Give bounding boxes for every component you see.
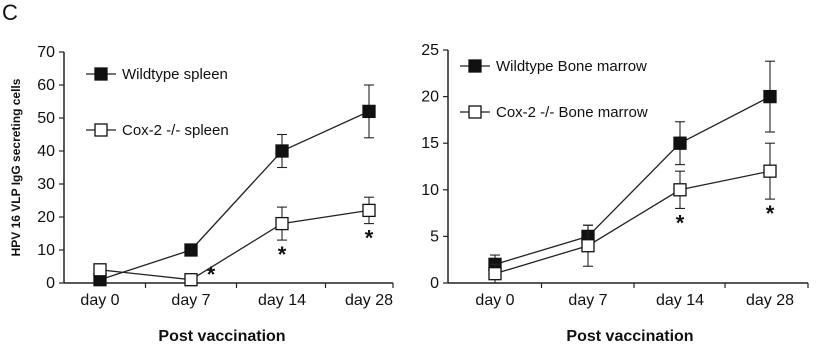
y-tick-label: 25 [421,42,439,59]
series-line [99,110,370,281]
y-tick-label: 0 [430,275,439,292]
data-point [362,203,376,218]
legend-label: Wildtype spleen [122,66,228,83]
x-tick-label: day 14 [258,292,306,309]
y-axis-title: HPV 16 VLP IgG secreting cells [9,78,23,256]
x-tick-label: day 28 [746,292,794,309]
legend-marker [468,105,482,119]
y-tick-label: 50 [37,110,55,127]
series-line [494,96,771,265]
y-tick-label: 20 [421,89,439,106]
y-tick-label: 5 [430,228,439,245]
y-tick-label: 30 [37,176,55,193]
y-tick-label: 10 [37,242,55,259]
significance-star: * [365,226,374,251]
series-1 [93,84,376,287]
data-point [275,216,289,231]
y-tick-label: 70 [37,44,55,61]
data-point [275,144,289,158]
x-axis-title: Post vaccination [566,328,693,345]
significance-star: * [766,201,775,226]
data-point [763,89,777,104]
series-1 [488,60,777,275]
significance-star: * [207,262,216,287]
x-tick-label: day 0 [80,292,119,309]
legend-label: Cox-2 -/- spleen [122,122,229,139]
x-tick-label: day 7 [568,292,607,309]
y-tick-label: 0 [46,275,55,292]
legend-marker [94,67,108,81]
legend-marker [468,59,482,73]
y-tick-label: 10 [421,182,439,199]
legend-label: Wildtype Bone marrow [496,58,647,75]
data-point [93,263,107,277]
x-tick-label: day 14 [656,292,704,309]
legend-marker [94,123,108,137]
legend-label: Cox-2 -/- Bone marrow [496,104,648,121]
data-point [763,164,777,178]
chart-1: 0 10 20 30 40 50 60 70 day 0 day 7 day 14 day 28 Pos… [9,44,394,345]
x-tick-label: day 7 [171,292,210,309]
data-point [581,239,595,253]
y-tick-label: 60 [37,77,55,94]
panel-label: C [2,0,18,25]
x-axis-title: Post vaccination [158,328,285,345]
data-point [184,243,198,257]
series-line [494,170,771,275]
y-tick-label: 15 [421,135,439,152]
series-2 [488,142,777,284]
data-point [184,273,198,287]
y-tick-label: 40 [37,143,55,160]
chart-2: 0 5 10 15 20 25 day 0 day 7 day 14 day 28 Post vac… [421,42,809,345]
series-2 [93,196,376,287]
data-point [673,183,687,197]
data-point [488,267,502,281]
x-tick-label: day 0 [475,292,514,309]
series-line [99,209,370,281]
x-tick-label: day 28 [345,292,393,309]
significance-star: * [278,242,287,267]
y-tick-label: 20 [37,209,55,226]
data-point [362,104,376,119]
data-point [673,136,687,150]
significance-star: * [676,210,685,235]
